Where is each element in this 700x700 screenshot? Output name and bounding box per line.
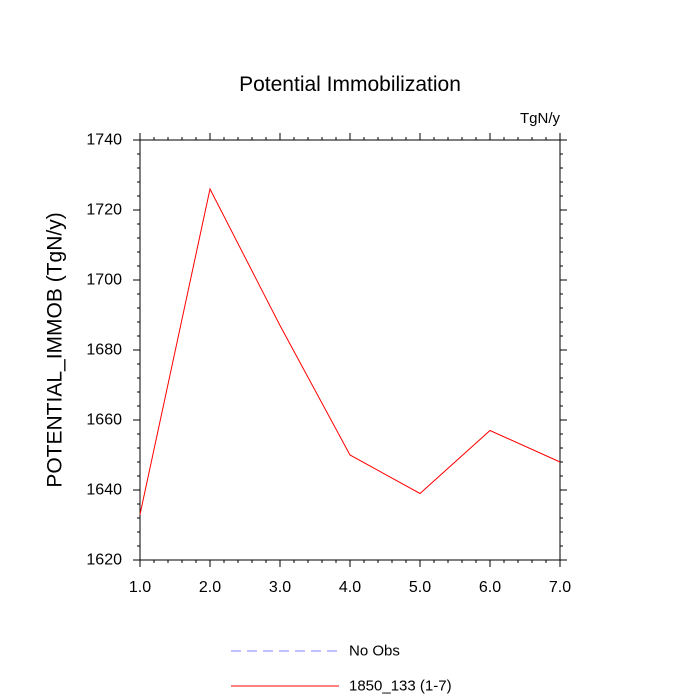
x-tick-label: 4.0 <box>339 579 361 596</box>
chart-title: Potential Immobilization <box>239 73 461 96</box>
y-tick-label: 1720 <box>86 202 122 219</box>
plot-frame <box>139 139 561 561</box>
x-tick-label: 5.0 <box>409 579 431 596</box>
x-tick-label: 1.0 <box>129 579 151 596</box>
axes: 1.0 2.0 3.0 4.0 5.0 6.0 7.0 1620 1640 1660 1680 170… <box>86 132 571 597</box>
legend-label: 1850_133 (1-7) <box>349 678 452 695</box>
units-label: TgN/y <box>520 110 561 127</box>
y-tick-label: 1640 <box>86 482 122 499</box>
legend-label: No Obs <box>349 643 400 660</box>
y-tick-label: 1620 <box>86 552 122 569</box>
legend: No Obs 1850_133 (1-7) <box>231 643 452 695</box>
x-tick-label: 3.0 <box>269 579 291 596</box>
series-layer <box>139 187 561 515</box>
y-tick-label: 1700 <box>86 272 122 289</box>
y-tick-label: 1740 <box>86 132 122 149</box>
series-line <box>139 187 561 515</box>
y-tick-label: 1680 <box>86 342 122 359</box>
x-tick-label: 2.0 <box>199 579 221 596</box>
y-tick-label: 1660 <box>86 412 122 429</box>
x-tick-label: 6.0 <box>479 579 501 596</box>
x-tick-label: 7.0 <box>549 579 571 596</box>
y-axis-label: POTENTIAL_IMMOB (TgN/y) <box>44 212 67 487</box>
